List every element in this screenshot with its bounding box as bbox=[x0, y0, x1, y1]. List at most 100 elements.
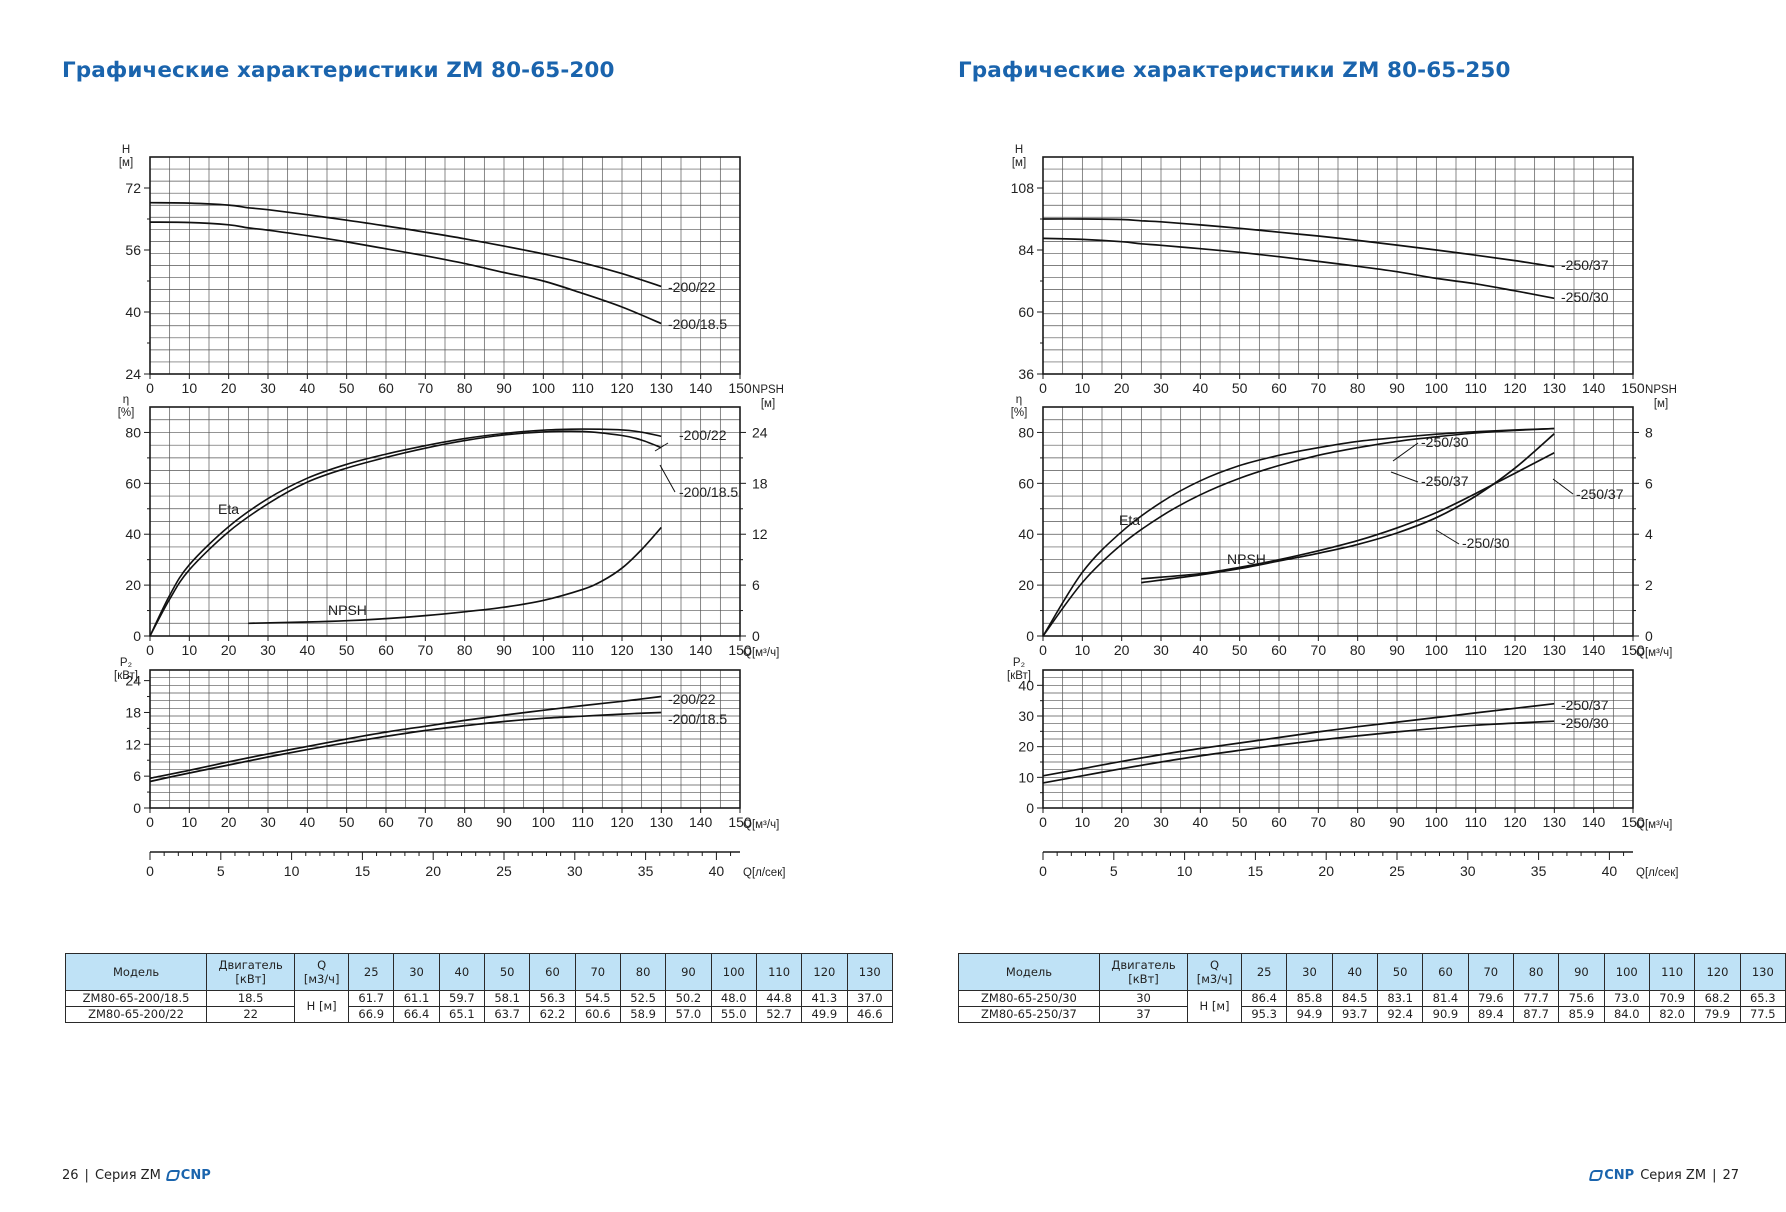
x-tick-label: 70 bbox=[418, 814, 434, 830]
x-tick-label: 40 bbox=[1193, 380, 1209, 396]
x2-tick-label: 20 bbox=[425, 863, 441, 879]
cell-value: 79.6 bbox=[1467, 990, 1514, 1007]
x-tick-label: 110 bbox=[572, 814, 595, 830]
series-label: -200/22 bbox=[679, 427, 727, 443]
y-tick-label: 0 bbox=[1026, 628, 1034, 644]
header-q: Q [м3/ч] bbox=[1187, 953, 1242, 991]
cell-value: 58.1 bbox=[484, 990, 531, 1007]
x-tick-label: 40 bbox=[1193, 814, 1209, 830]
gridlines bbox=[150, 157, 740, 374]
header-flow: 70 bbox=[1467, 953, 1514, 991]
header-flow: 110 bbox=[1648, 953, 1696, 991]
cell-motor: 37 bbox=[1098, 1006, 1189, 1023]
x-tick-label: 120 bbox=[1503, 380, 1527, 396]
header-flow: 130 bbox=[1739, 953, 1786, 991]
cell-value: 87.7 bbox=[1512, 1006, 1560, 1023]
x-tick-label: 20 bbox=[221, 380, 237, 396]
x-tick-label: 20 bbox=[1114, 642, 1130, 658]
x2-axis-label: Q[л/сек] bbox=[743, 867, 785, 879]
x-tick-label: 60 bbox=[378, 814, 394, 830]
x-tick-label: 50 bbox=[1232, 814, 1248, 830]
y-axis-label: [м] bbox=[1012, 157, 1026, 169]
x-tick-label: 50 bbox=[339, 380, 355, 396]
cell-value: 83.1 bbox=[1376, 990, 1424, 1007]
header-flow: 25 bbox=[348, 953, 395, 991]
header-q: Q [м3/ч] bbox=[294, 953, 350, 991]
series-label: -200/18.5 bbox=[679, 484, 738, 500]
spec-table: Модель Двигатель [кВт] Q [м3/ч] 25 30 40 50 60 70 8… bbox=[958, 953, 1786, 1023]
x-tick-label: 140 bbox=[1582, 814, 1606, 830]
x2-tick-label: 15 bbox=[355, 863, 371, 879]
x-tick-label: 130 bbox=[650, 814, 674, 830]
y-axis-label: [%] bbox=[118, 407, 135, 419]
header-model: Модель bbox=[958, 953, 1100, 991]
y-axis-label: [кВт] bbox=[114, 670, 138, 682]
table-header-row: Модель Двигатель [кВт] Q [м3/ч] 25 30 40 50 60 70 8… bbox=[958, 953, 1786, 991]
cell-value: 85.8 bbox=[1286, 990, 1333, 1007]
cell-model: ZM80-65-200/22 bbox=[64, 1006, 208, 1023]
x-tick-label: 80 bbox=[1350, 380, 1366, 396]
page-title: Графические характеристики ZM 80-65-250 bbox=[958, 58, 1511, 83]
header-flow: 120 bbox=[1694, 953, 1741, 991]
x-tick-label: 20 bbox=[1114, 814, 1130, 830]
y-tick-label: 24 bbox=[125, 366, 141, 382]
cnp-logo: CNP bbox=[165, 1168, 211, 1183]
x-tick-label: 0 bbox=[1039, 380, 1047, 396]
x-tick-label: 10 bbox=[182, 814, 198, 830]
header-flow: 80 bbox=[1512, 953, 1560, 991]
cell-value: 65.3 bbox=[1739, 990, 1786, 1007]
header-flow: 50 bbox=[1376, 953, 1424, 991]
x-tick-label: 150 bbox=[1621, 814, 1645, 830]
x-tick-label: 10 bbox=[182, 642, 198, 658]
y-axis-label: P₂ bbox=[1013, 657, 1025, 669]
series-label: -200/18.5 bbox=[668, 711, 727, 727]
x2-tick-label: 10 bbox=[1177, 863, 1193, 879]
y-tick-label: 0 bbox=[133, 628, 141, 644]
x-tick-label: 40 bbox=[300, 642, 316, 658]
cell-value: 79.9 bbox=[1694, 1006, 1741, 1023]
cell-value: 66.9 bbox=[348, 1006, 395, 1023]
x2-tick-label: 20 bbox=[1318, 863, 1334, 879]
series-line bbox=[149, 430, 662, 637]
x-tick-label: 100 bbox=[532, 814, 556, 830]
x2-tick-label: 0 bbox=[1039, 863, 1047, 879]
spec-table: Модель Двигатель [кВт] Q [м3/ч] 25 30 40 50 60 70 8… bbox=[64, 953, 894, 1023]
y-tick-label: 0 bbox=[133, 800, 141, 816]
x-tick-label: 150 bbox=[728, 814, 752, 830]
x-tick-label: 140 bbox=[1582, 642, 1606, 658]
x-tick-label: 140 bbox=[689, 642, 713, 658]
series-line bbox=[149, 201, 662, 288]
x2-tick-label: 0 bbox=[146, 863, 154, 879]
x-tick-label: 0 bbox=[1039, 642, 1047, 658]
y2-tick-label: 6 bbox=[1645, 475, 1653, 491]
x-tick-label: 70 bbox=[418, 380, 434, 396]
series-line bbox=[248, 526, 662, 625]
cell-value: 92.4 bbox=[1376, 1006, 1424, 1023]
header-model: Модель bbox=[64, 953, 208, 991]
cell-value: 85.9 bbox=[1558, 1006, 1605, 1023]
y-axis-label: [кВт] bbox=[1007, 670, 1031, 682]
logo-mark-icon bbox=[165, 1170, 180, 1181]
x-tick-label: 70 bbox=[1311, 814, 1327, 830]
x2-tick-label: 30 bbox=[567, 863, 583, 879]
y-tick-label: 20 bbox=[1018, 739, 1034, 755]
cell-h-label: H [м] bbox=[294, 990, 350, 1023]
y-tick-label: 10 bbox=[1018, 769, 1034, 785]
x-tick-label: 30 bbox=[260, 380, 276, 396]
cell-value: 75.6 bbox=[1558, 990, 1605, 1007]
y-tick-label: 60 bbox=[1018, 304, 1034, 320]
y-tick-label: 36 bbox=[1018, 366, 1034, 382]
x-tick-label: 10 bbox=[1075, 814, 1091, 830]
y-tick-label: 80 bbox=[1018, 424, 1034, 440]
header-motor: Двигатель [кВт] bbox=[1098, 953, 1189, 991]
x-tick-label: 50 bbox=[1232, 380, 1248, 396]
x-axis-label: Q[м³/ч] bbox=[1636, 647, 1672, 659]
cell-value: 41.3 bbox=[801, 990, 848, 1007]
header-flow: 90 bbox=[665, 953, 712, 991]
cell-value: 50.2 bbox=[665, 990, 712, 1007]
x-tick-label: 90 bbox=[496, 814, 512, 830]
series-leader-line bbox=[659, 464, 676, 493]
page-number: 26 bbox=[62, 1168, 79, 1183]
